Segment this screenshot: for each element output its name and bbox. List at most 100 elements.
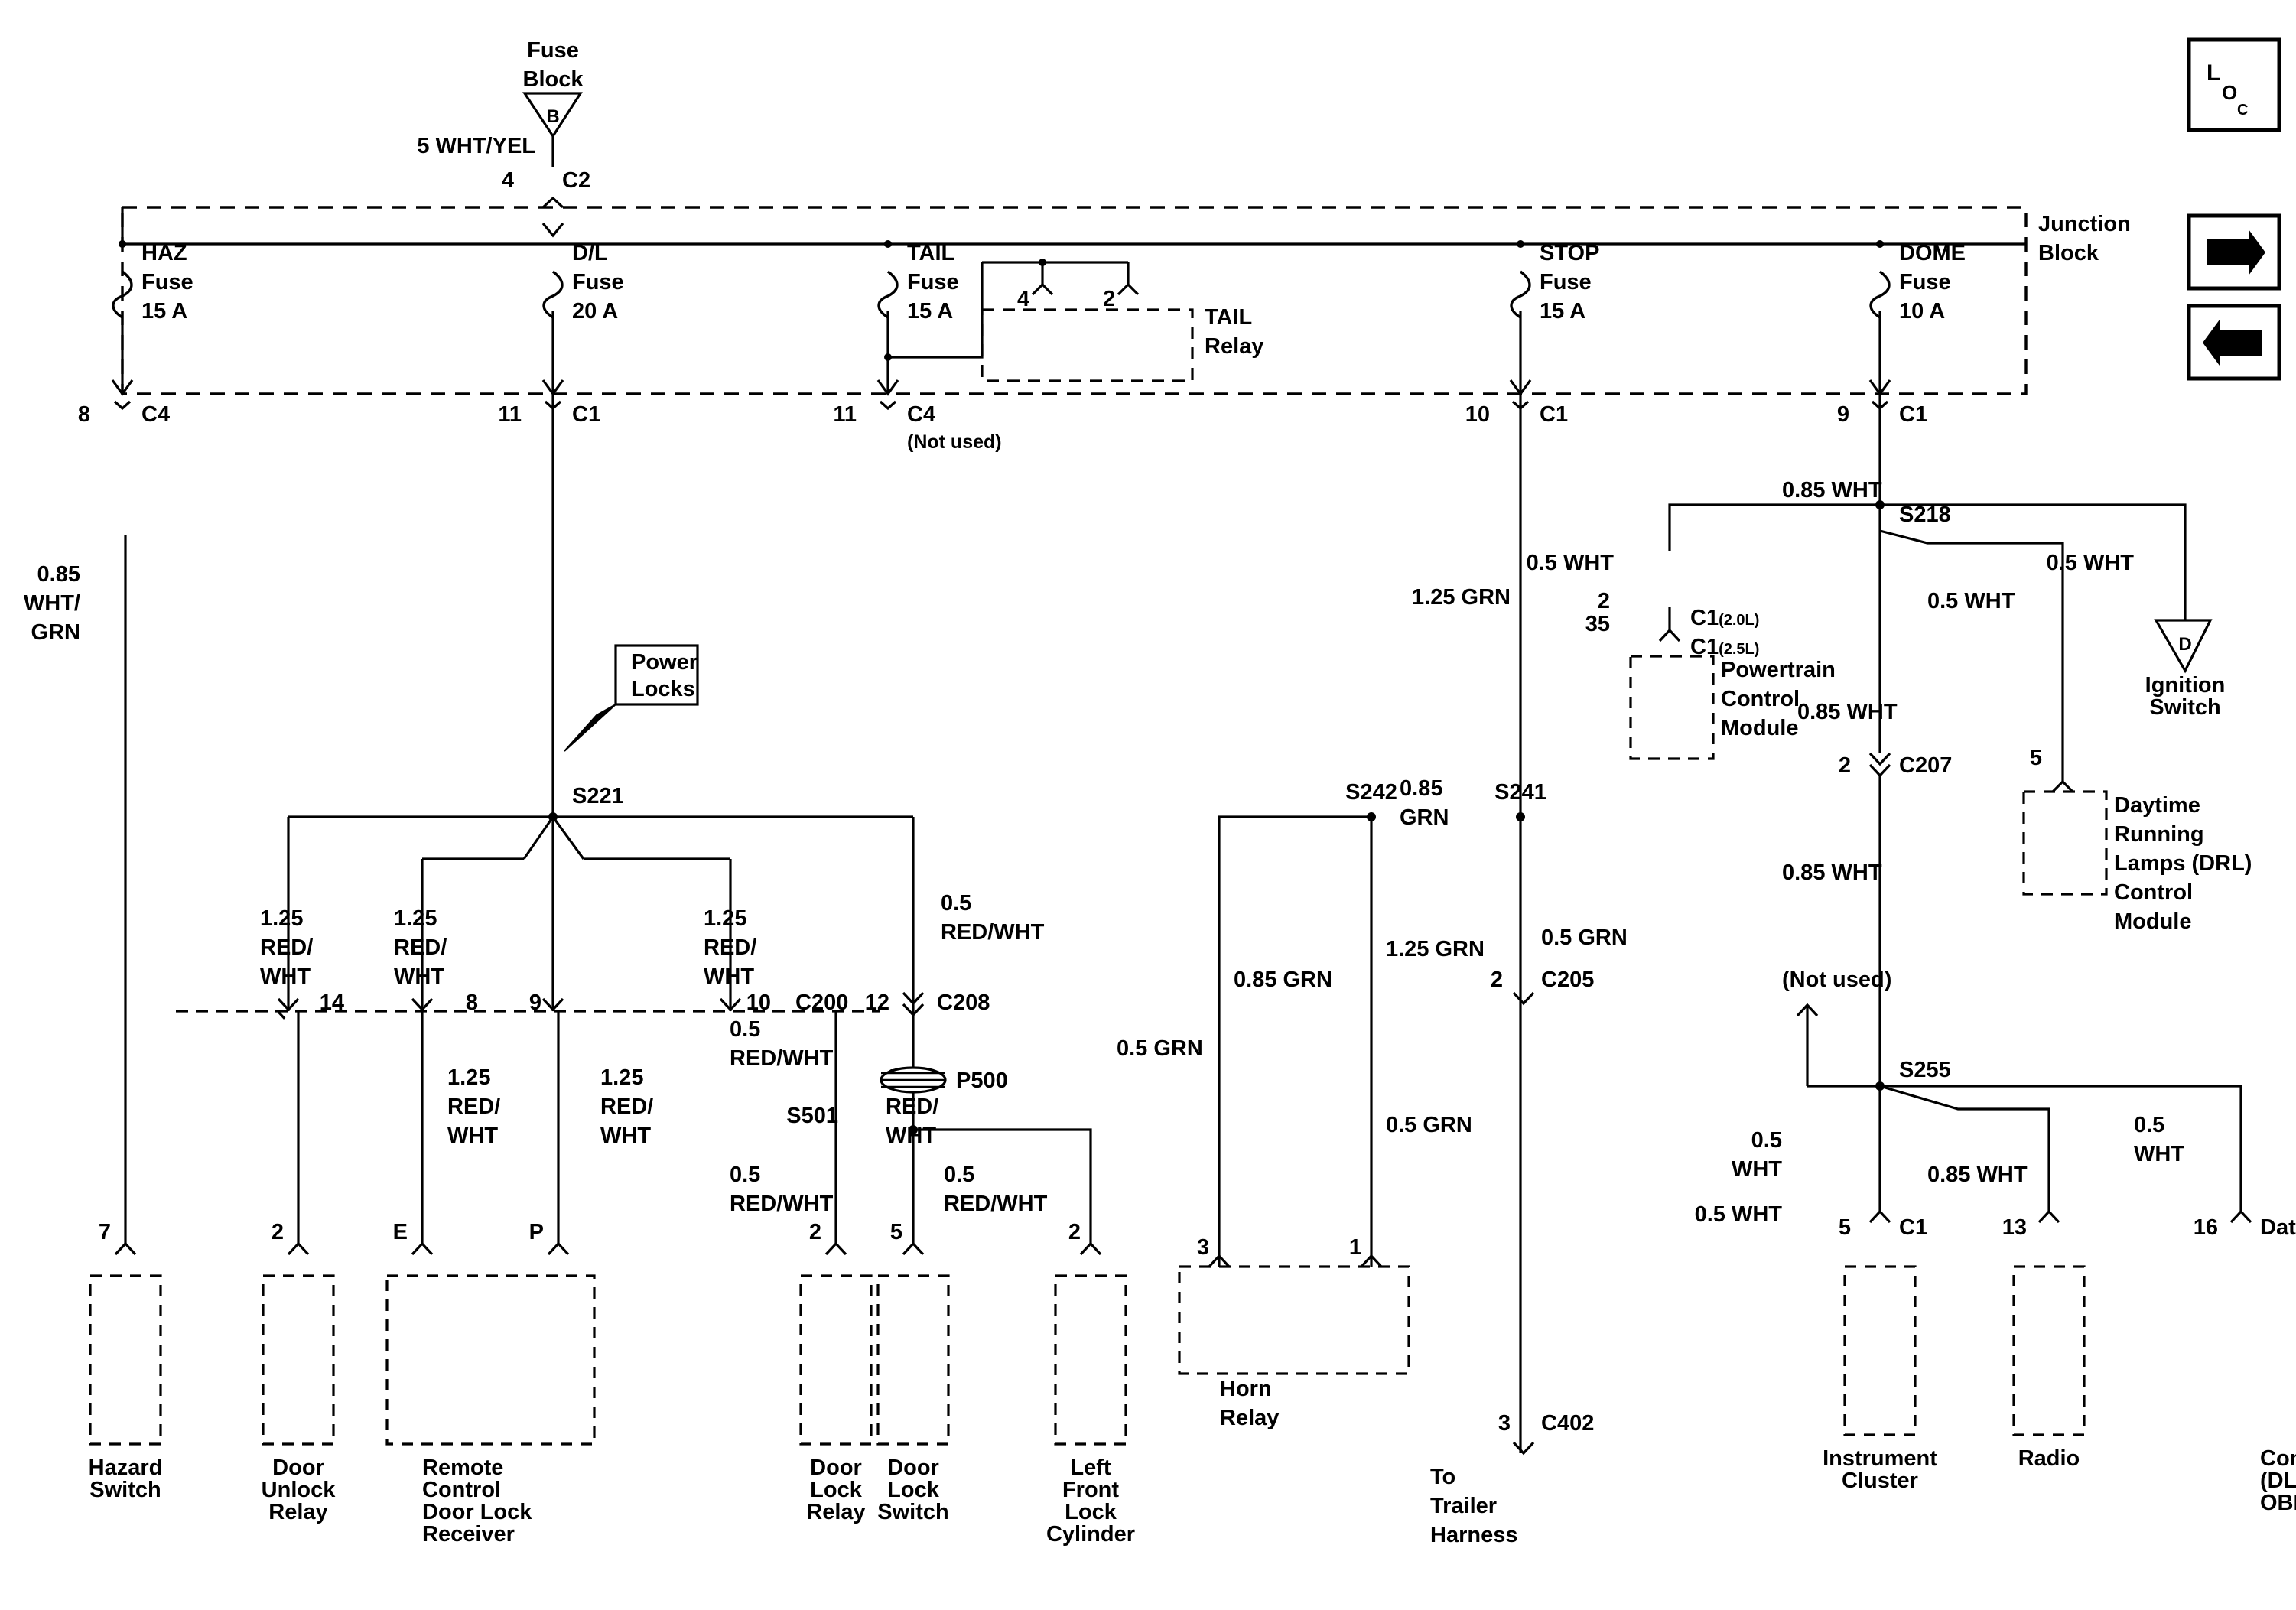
svg-text:Switch: Switch bbox=[877, 1500, 948, 1524]
svg-text:Cluster: Cluster bbox=[1842, 1469, 1918, 1493]
svg-text:Trailer: Trailer bbox=[1430, 1494, 1497, 1518]
svg-text:P: P bbox=[529, 1220, 544, 1244]
svg-text:WHT: WHT bbox=[260, 964, 311, 989]
svg-text:GRN: GRN bbox=[31, 620, 80, 645]
svg-text:Data Link: Data Link bbox=[2260, 1215, 2296, 1240]
svg-text:2: 2 bbox=[809, 1220, 821, 1244]
svg-text:TAIL: TAIL bbox=[907, 241, 954, 265]
svg-text:8: 8 bbox=[78, 402, 90, 427]
svg-text:1.25: 1.25 bbox=[600, 1065, 643, 1090]
svg-text:0.85 WHT: 0.85 WHT bbox=[1782, 478, 1882, 503]
svg-text:15 A: 15 A bbox=[907, 299, 953, 324]
svg-text:S241: S241 bbox=[1494, 780, 1546, 805]
svg-text:WHT: WHT bbox=[704, 964, 754, 989]
svg-text:Harness: Harness bbox=[1430, 1523, 1517, 1547]
svg-text:Powertrain: Powertrain bbox=[1721, 658, 1836, 682]
svg-text:GRN: GRN bbox=[1400, 805, 1449, 830]
svg-text:Module: Module bbox=[1721, 716, 1799, 740]
svg-text:Relay: Relay bbox=[806, 1500, 865, 1524]
svg-text:OBD2: OBD2 bbox=[2260, 1491, 2296, 1515]
svg-text:5: 5 bbox=[1839, 1215, 1851, 1240]
svg-text:0.85 GRN: 0.85 GRN bbox=[1234, 968, 1332, 992]
svg-text:Switch: Switch bbox=[89, 1478, 161, 1502]
svg-text:Lock: Lock bbox=[1065, 1500, 1117, 1524]
svg-text:Block: Block bbox=[2038, 241, 2099, 265]
svg-text:P500: P500 bbox=[956, 1068, 1008, 1093]
svg-text:5: 5 bbox=[890, 1220, 902, 1244]
svg-text:15 A: 15 A bbox=[141, 299, 187, 324]
svg-text:O: O bbox=[2222, 81, 2237, 104]
svg-text:RED/WHT: RED/WHT bbox=[730, 1192, 834, 1216]
svg-text:Unlock: Unlock bbox=[262, 1478, 337, 1502]
svg-text:S221: S221 bbox=[572, 784, 624, 808]
svg-text:L: L bbox=[2207, 60, 2220, 86]
svg-text:C402: C402 bbox=[1541, 1411, 1594, 1436]
svg-text:RED/: RED/ bbox=[447, 1094, 500, 1119]
svg-text:Instrument: Instrument bbox=[1823, 1446, 1937, 1471]
svg-text:5 WHT/YEL: 5 WHT/YEL bbox=[417, 134, 535, 158]
svg-text:(Not used): (Not used) bbox=[1782, 968, 1891, 992]
svg-text:Hazard: Hazard bbox=[89, 1456, 163, 1480]
svg-text:Fuse: Fuse bbox=[527, 38, 579, 63]
svg-text:Lock: Lock bbox=[810, 1478, 863, 1502]
svg-text:2: 2 bbox=[1598, 589, 1610, 613]
svg-text:11: 11 bbox=[498, 402, 522, 427]
svg-text:0.5: 0.5 bbox=[730, 1163, 760, 1187]
svg-text:Relay: Relay bbox=[1205, 334, 1263, 359]
svg-text:2: 2 bbox=[1491, 968, 1503, 992]
svg-text:C208: C208 bbox=[937, 990, 990, 1015]
svg-text:D/L: D/L bbox=[572, 241, 608, 265]
svg-text:WHT: WHT bbox=[394, 964, 444, 989]
svg-text:RED/WHT: RED/WHT bbox=[944, 1192, 1048, 1216]
svg-text:1.25: 1.25 bbox=[447, 1065, 490, 1090]
svg-text:0.85 WHT: 0.85 WHT bbox=[1797, 700, 1898, 724]
svg-text:Door: Door bbox=[810, 1456, 862, 1480]
svg-text:D: D bbox=[2178, 634, 2191, 655]
svg-text:1.25: 1.25 bbox=[394, 906, 437, 931]
svg-text:3: 3 bbox=[1498, 1411, 1511, 1436]
svg-text:S242: S242 bbox=[1345, 780, 1397, 805]
svg-text:7: 7 bbox=[99, 1220, 111, 1244]
svg-text:1.25 GRN: 1.25 GRN bbox=[1386, 937, 1485, 961]
svg-text:16: 16 bbox=[2194, 1215, 2218, 1240]
svg-text:RED/WHT: RED/WHT bbox=[730, 1046, 834, 1071]
svg-text:Lamps (DRL): Lamps (DRL) bbox=[2114, 851, 2252, 876]
svg-text:Locks: Locks bbox=[631, 677, 695, 701]
svg-text:WHT/: WHT/ bbox=[24, 591, 80, 616]
svg-text:10 A: 10 A bbox=[1899, 299, 1945, 324]
svg-text:C1: C1 bbox=[1899, 1215, 1927, 1240]
svg-text:13: 13 bbox=[2002, 1215, 2027, 1240]
svg-text:20 A: 20 A bbox=[572, 299, 618, 324]
svg-text:C4: C4 bbox=[907, 402, 935, 427]
svg-text:C: C bbox=[2237, 102, 2248, 119]
svg-text:Control: Control bbox=[2114, 880, 2193, 905]
svg-text:S255: S255 bbox=[1899, 1058, 1951, 1082]
svg-text:RED/: RED/ bbox=[600, 1094, 653, 1119]
svg-text:1.25: 1.25 bbox=[260, 906, 303, 931]
svg-text:2: 2 bbox=[1839, 753, 1851, 778]
svg-text:TAIL: TAIL bbox=[1205, 305, 1252, 330]
svg-text:(DLC)–: (DLC)– bbox=[2260, 1469, 2296, 1493]
svg-text:0.5 WHT: 0.5 WHT bbox=[2047, 551, 2135, 575]
svg-text:Left: Left bbox=[1070, 1456, 1111, 1480]
svg-text:15 A: 15 A bbox=[1540, 299, 1585, 324]
svg-text:0.5: 0.5 bbox=[1751, 1128, 1782, 1153]
svg-text:Cylinder: Cylinder bbox=[1046, 1522, 1135, 1547]
svg-text:0.5 WHT: 0.5 WHT bbox=[1927, 589, 2015, 613]
svg-text:WHT: WHT bbox=[2134, 1142, 2184, 1166]
svg-text:Control: Control bbox=[1721, 687, 1800, 711]
svg-text:Control: Control bbox=[422, 1478, 501, 1502]
svg-text:0.5 WHT: 0.5 WHT bbox=[1527, 551, 1615, 575]
svg-text:Running: Running bbox=[2114, 822, 2204, 847]
svg-text:Power: Power bbox=[631, 650, 698, 675]
svg-text:0.5: 0.5 bbox=[2134, 1113, 2164, 1137]
svg-text:STOP: STOP bbox=[1540, 241, 1599, 265]
svg-text:Remote: Remote bbox=[422, 1456, 503, 1480]
svg-text:0.5 GRN: 0.5 GRN bbox=[1117, 1036, 1203, 1061]
svg-text:Lock: Lock bbox=[887, 1478, 940, 1502]
svg-text:0.5: 0.5 bbox=[730, 1017, 760, 1042]
svg-text:2: 2 bbox=[1103, 287, 1115, 311]
svg-text:Relay: Relay bbox=[268, 1500, 327, 1524]
svg-text:Fuse: Fuse bbox=[907, 270, 959, 294]
svg-text:(Not used): (Not used) bbox=[907, 431, 1002, 453]
